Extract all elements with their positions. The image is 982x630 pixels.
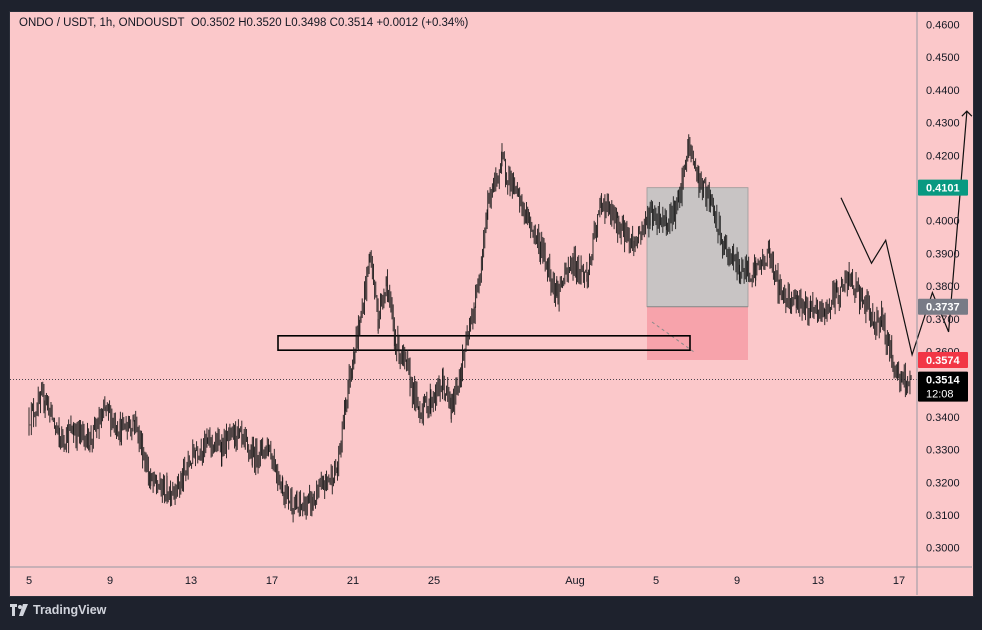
last-price-tag[interactable]: [918, 371, 968, 402]
stop-zone[interactable]: [647, 306, 748, 361]
take-profit-tag[interactable]: [918, 179, 968, 196]
x-tick-label: 17: [893, 575, 905, 587]
target-zone[interactable]: [646, 187, 749, 308]
y-tick-label: 0.4400: [926, 85, 960, 97]
y-tick-label: 0.3000: [926, 543, 960, 555]
symbol-header: ONDO / USDT, 1h, ONDOUSDT O0.3502 H0.352…: [19, 17, 468, 29]
y-tick-label: 0.4600: [926, 20, 960, 32]
stop-loss-tag[interactable]: [918, 352, 968, 369]
take-profit-tag-label: 0.4101: [926, 183, 960, 195]
y-tick-label: 0.3700: [926, 314, 960, 326]
y-tick-label: 0.3400: [926, 412, 960, 424]
projection-arrowhead: [961, 110, 973, 117]
x-tick-label: 25: [428, 575, 440, 587]
x-tick-label: 5: [26, 575, 32, 587]
symbol-label: ONDO / USDT, 1h, ONDOUSDT: [19, 17, 185, 29]
support-box[interactable]: [277, 335, 691, 351]
y-tick-label: 0.3900: [926, 248, 960, 260]
y-tick-label: 0.3800: [926, 281, 960, 293]
entry-tag-label: 0.3737: [926, 302, 960, 314]
y-tick-label: 0.4300: [926, 118, 960, 130]
tradingview-icon: [10, 604, 28, 616]
last-price-tag-label: 0.3514: [926, 375, 961, 387]
y-tick-label: 0.3300: [926, 445, 960, 457]
tradingview-logo[interactable]: TradingView: [10, 603, 106, 617]
y-tick-label: 0.4500: [926, 52, 960, 64]
projection-path[interactable]: [840, 111, 968, 358]
x-tick-label: 5: [653, 575, 659, 587]
countdown-label: 12:08: [926, 389, 954, 401]
y-tick-label: 0.3100: [926, 510, 960, 522]
position-trend-line: [651, 321, 695, 353]
stop-loss-tag-label: 0.3574: [926, 355, 961, 367]
x-tick-label: 13: [812, 575, 824, 587]
x-tick-label: 9: [107, 575, 113, 587]
ohlc-readout: O0.3502 H0.3520 L0.3498 C0.3514 +0.0012 …: [190, 17, 469, 29]
y-tick-label: 0.3200: [926, 477, 960, 489]
x-tick-label: 9: [734, 575, 740, 587]
x-tick-label: 17: [266, 575, 278, 587]
x-tick-label: Aug: [565, 575, 585, 587]
y-tick-label: 0.4200: [926, 150, 960, 162]
y-tick-label: 0.4000: [926, 216, 960, 228]
x-tick-label: 21: [347, 575, 359, 587]
x-tick-label: 13: [185, 575, 197, 587]
tradingview-brand: TradingView: [33, 603, 107, 617]
entry-tag[interactable]: [918, 298, 968, 315]
